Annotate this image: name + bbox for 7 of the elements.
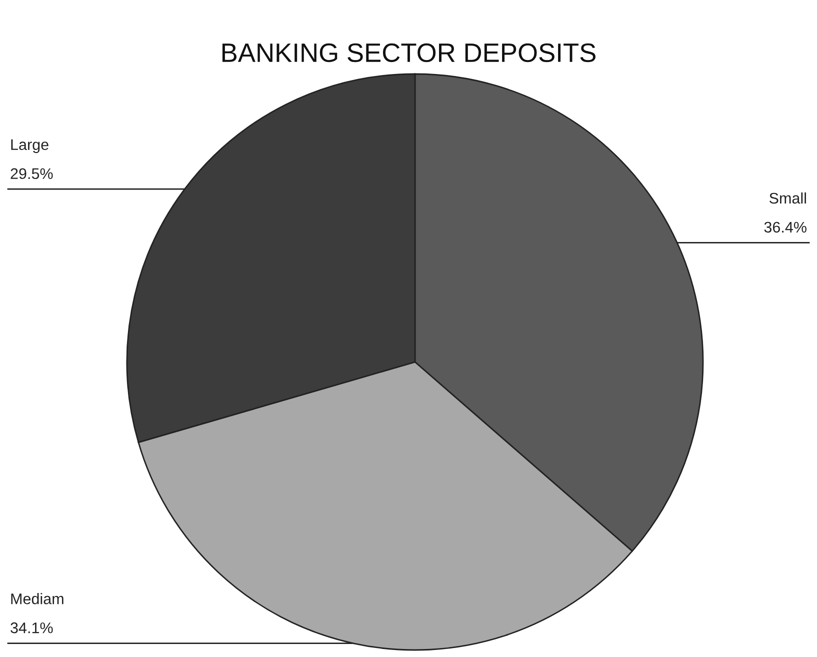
- data-label: 34.1%: [10, 622, 53, 634]
- slice-label: Small: [769, 192, 806, 204]
- chart-title: BANKING SECTOR DEPOSITS: [222, 43, 596, 62]
- slice-label: Large: [11, 139, 48, 154]
- slice-label: Mediam: [11, 593, 64, 604]
- data-label: 36.4%: [764, 222, 806, 233]
- data-label: 29.5%: [10, 168, 53, 180]
